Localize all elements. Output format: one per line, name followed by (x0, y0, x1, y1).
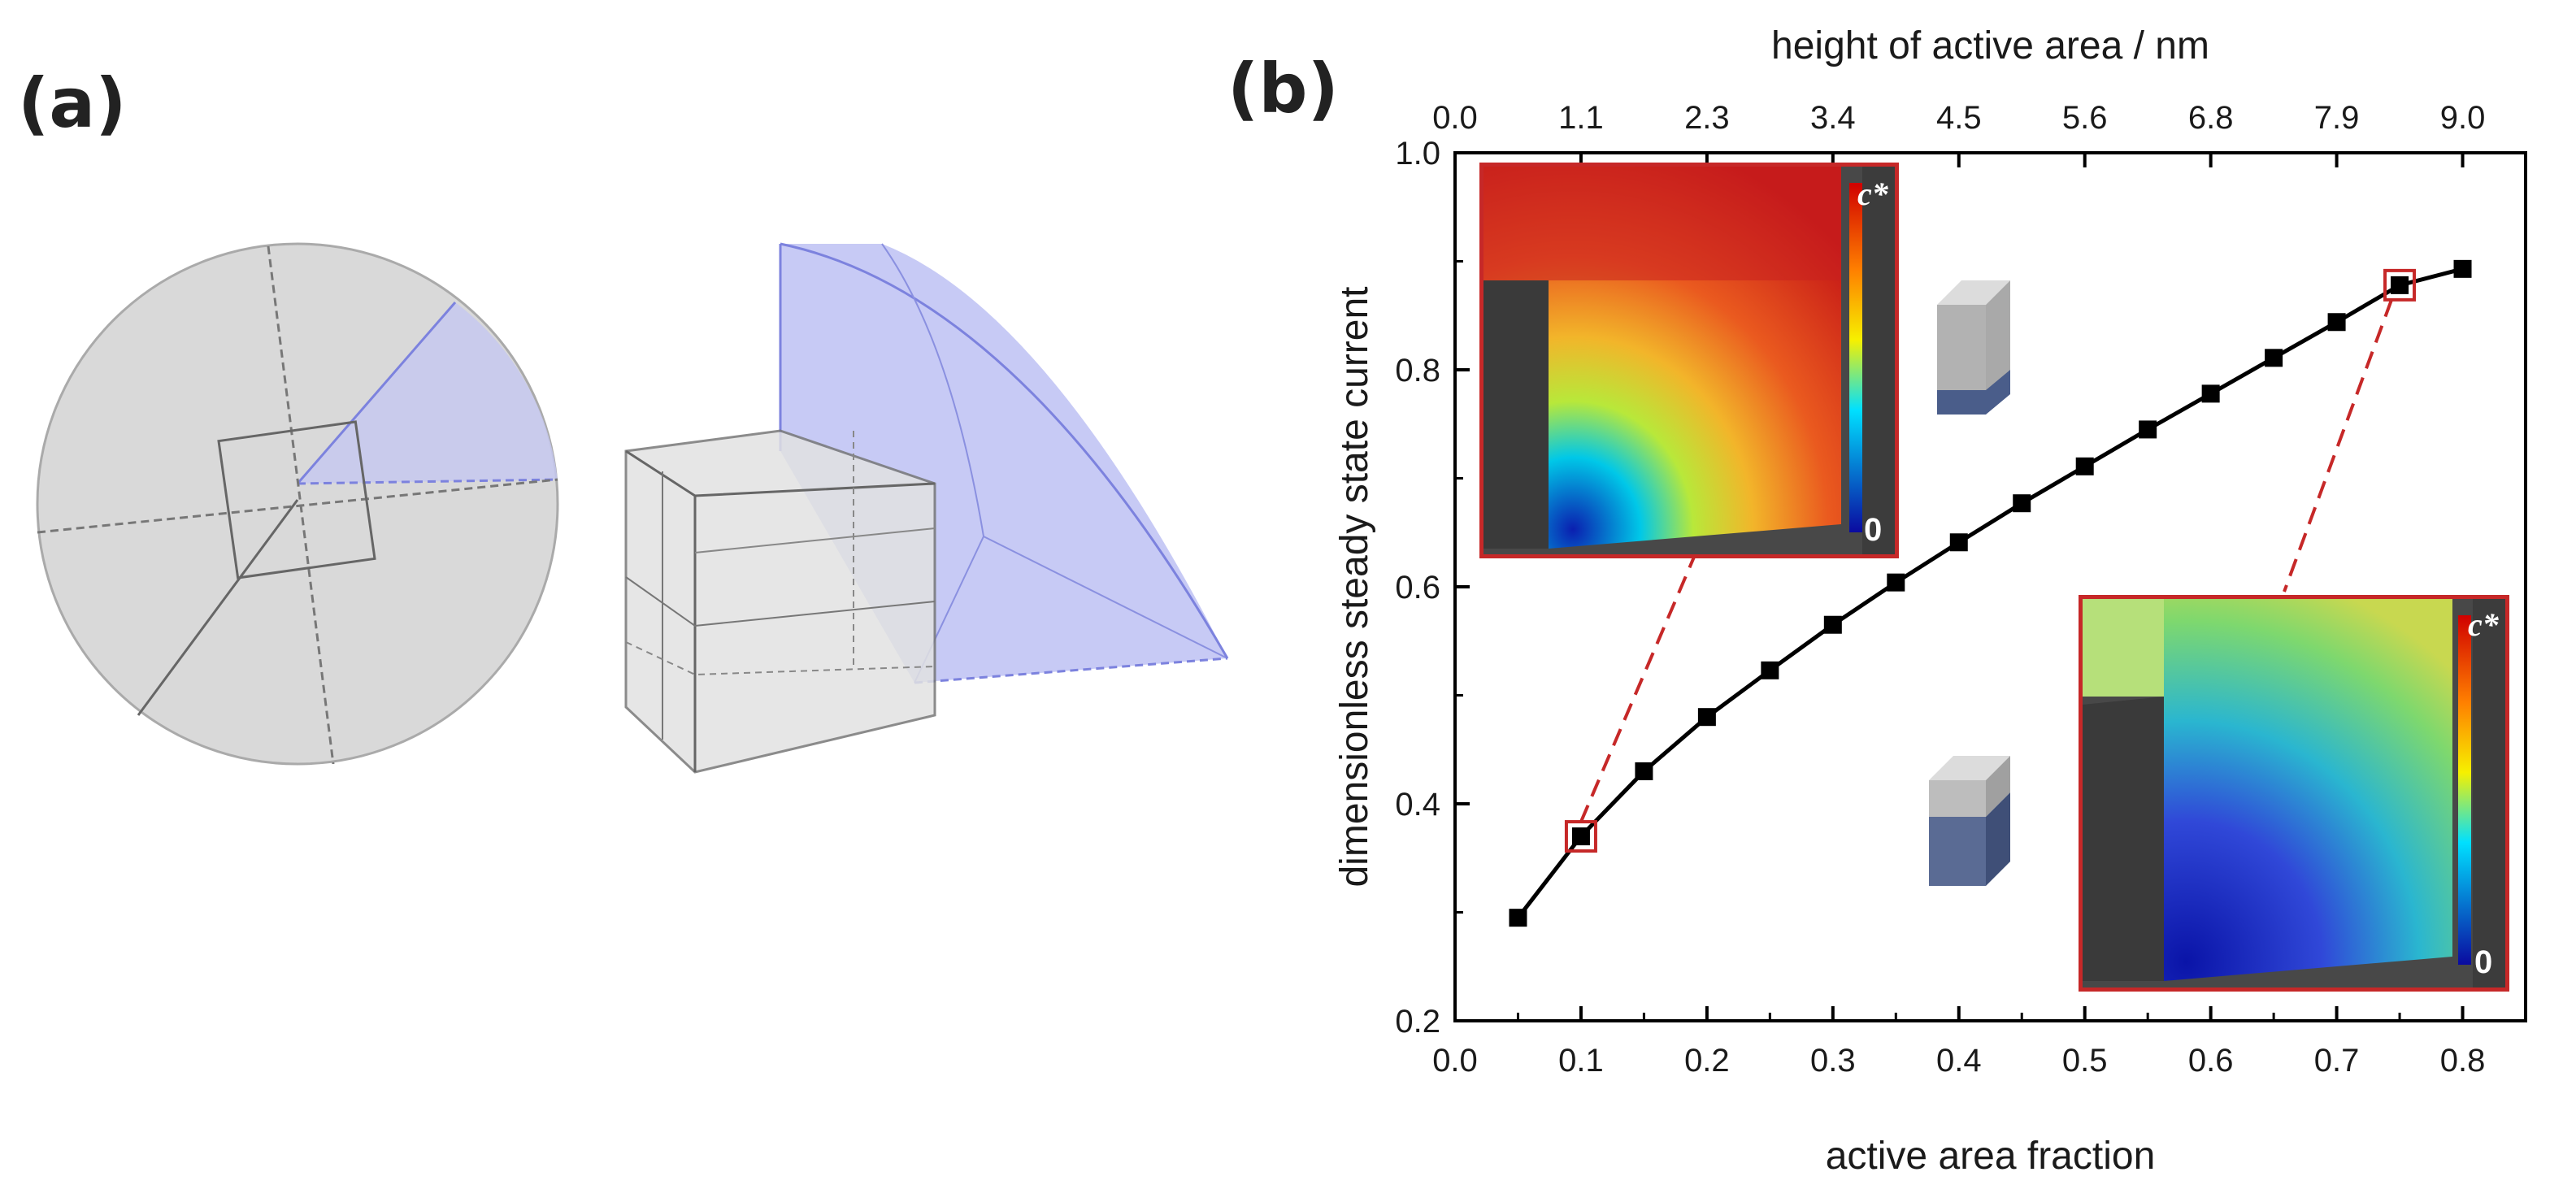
x-tick-label: 0.1 (1558, 1043, 1604, 1079)
data-point (1571, 827, 1590, 846)
y-tick-label: 0.4 (1395, 787, 1440, 823)
y-tick-label: 0.2 (1395, 1004, 1440, 1040)
data-point (1949, 533, 1968, 552)
inset-low-scale-max: c* (1857, 176, 1888, 212)
data-point (2139, 420, 2157, 439)
data-point (1635, 762, 1653, 780)
data-point (2327, 313, 2346, 332)
series-line (1516, 267, 2464, 919)
cube-wedge-model (624, 242, 1229, 774)
data-point (2391, 276, 2409, 294)
data-point (1509, 909, 1527, 927)
data-point (2013, 494, 2031, 513)
x-tick-label: 0.2 (1684, 1043, 1730, 1079)
top-tick-label: 3.4 (1810, 100, 1856, 136)
data-point (1887, 573, 1905, 592)
inset-low-connector (1579, 554, 1696, 823)
cube-icon-low-active (1937, 280, 2010, 415)
y-tick-label: 0.6 (1395, 570, 1440, 606)
top-tick-label: 2.3 (1684, 100, 1730, 136)
x-tick-label: 0.6 (2188, 1043, 2234, 1079)
concentration-inset-low: c* 0 (1479, 163, 1899, 558)
data-point (2201, 384, 2220, 403)
x-tick-label: 0.4 (1936, 1043, 1982, 1079)
highlighted-point (2383, 268, 2417, 302)
x-tick-label: 0.7 (2314, 1043, 2360, 1079)
data-point (1761, 661, 1779, 679)
top-tick-label: 5.6 (2062, 100, 2108, 136)
top-tick-label: 7.9 (2314, 100, 2360, 136)
y-axis-label: dimensionless steady state current (1333, 286, 1376, 887)
cube-icon-high-active (1929, 756, 2010, 886)
inset-high-scale-max: c* (2468, 606, 2499, 643)
top-tick-label: 9.0 (2440, 100, 2486, 136)
data-point (2075, 457, 2094, 475)
data-point (2453, 259, 2472, 278)
x-tick-label: 0.3 (1810, 1043, 1856, 1079)
x-tick-label: 0.8 (2440, 1043, 2486, 1079)
inset-high-connector (2283, 299, 2393, 592)
inset-high-scale-min: 0 (2474, 944, 2493, 980)
top-tick-label: 6.8 (2188, 100, 2234, 136)
top-tick-label: 0.0 (1432, 100, 1478, 136)
panel-b-label: (b) (1227, 49, 1339, 128)
x-axis-label: active area fraction (1826, 1135, 2156, 1178)
geometry-illustration (36, 242, 1229, 774)
highlighted-point (1564, 820, 1597, 853)
concentration-inset-high: c* 0 (2079, 595, 2509, 992)
top-axis-label: height of active area / nm (1771, 24, 2209, 67)
disc-model (36, 242, 559, 766)
inset-low-scale-min: 0 (1864, 512, 1883, 548)
data-point (1823, 615, 1842, 634)
y-tick-label: 1.0 (1395, 136, 1440, 171)
x-tick-label: 0.5 (2062, 1043, 2108, 1079)
y-tick-label: 0.8 (1395, 353, 1440, 388)
x-tick-label: 0.0 (1432, 1043, 1478, 1079)
top-tick-label: 1.1 (1558, 100, 1604, 136)
data-point (2265, 349, 2283, 367)
data-point (1697, 708, 1716, 727)
panel-a-label: (a) (18, 63, 127, 143)
top-tick-label: 4.5 (1936, 100, 1982, 136)
